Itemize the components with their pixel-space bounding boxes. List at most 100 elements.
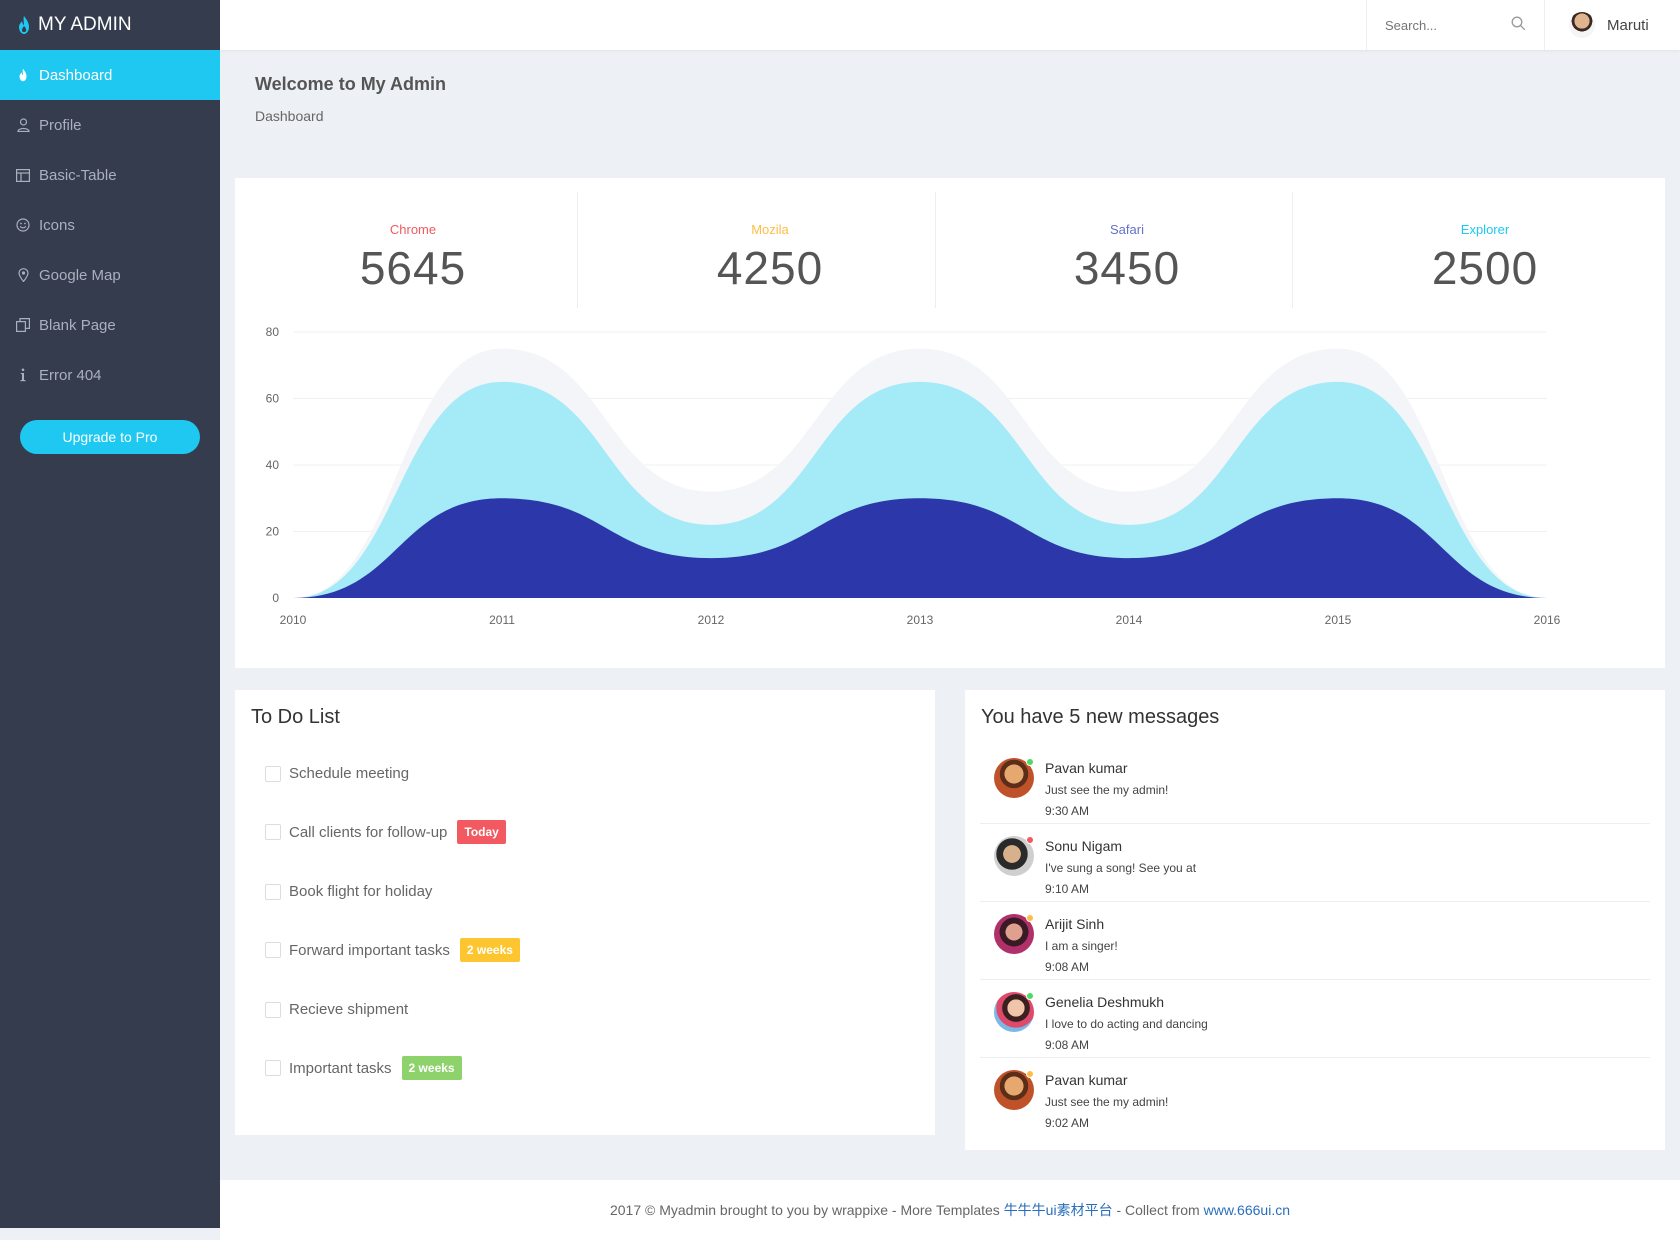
sidebar-item-error-404[interactable]: Error 404 — [0, 350, 220, 400]
area-chart: 0 20 40 60 80 2010 2011 2012 2013 2014 2015 2016 — [266, 325, 1561, 627]
footer-text: - Collect from — [1112, 1202, 1204, 1218]
todo-item: Forward important tasks 2 weeks — [265, 938, 520, 962]
message-time: 9:08 AM — [1045, 1038, 1090, 1052]
todo-label: Forward important tasks — [289, 941, 450, 959]
todo-checkbox[interactable] — [265, 942, 281, 958]
stat-label: Safari — [1110, 222, 1144, 237]
todo-item: Important tasks 2 weeks — [265, 1056, 462, 1080]
sidebar-item-dashboard[interactable]: Dashboard — [0, 50, 220, 100]
footer-text: 2017 © Myadmin brought to you by wrappix… — [609, 1202, 1004, 1218]
brand[interactable]: MY ADMIN — [0, 0, 220, 50]
message-item[interactable]: Arijit Sinh I am a singer! 9:08 AM — [980, 902, 1650, 980]
footer-link-templates[interactable]: 牛牛牛ui素材平台 — [1003, 1202, 1113, 1218]
message-text: I've sung a song! See you at — [1045, 861, 1197, 875]
message-text: Just see the my admin! — [1045, 783, 1169, 797]
todo-item: Recieve shipment — [265, 1001, 408, 1018]
chart-y-tick-label: 40 — [266, 458, 280, 472]
message-time: 9:08 AM — [1045, 960, 1090, 974]
sidebar-item-label: Blank Page — [39, 316, 116, 334]
message-text: Just see the my admin! — [1045, 1095, 1169, 1109]
status-dot — [1026, 914, 1034, 922]
message-sender: Genelia Deshmukh — [1045, 994, 1165, 1010]
info-icon — [16, 368, 30, 382]
todo-label: Recieve shipment — [289, 1001, 409, 1018]
sidebar-item-label: Profile — [39, 116, 82, 134]
sidebar-item-icons[interactable]: Icons — [0, 200, 220, 250]
message-item[interactable]: Pavan kumar Just see the my admin! 9:02 … — [980, 1058, 1650, 1136]
message-text: I am a singer! — [1045, 939, 1118, 953]
chart-y-tick-label: 20 — [266, 525, 280, 539]
todo-badge: 2 weeks — [459, 938, 520, 962]
todo-label: Call clients for follow-up — [289, 823, 448, 841]
sidebar-item-label: Icons — [39, 216, 75, 234]
todo-label: Important tasks — [289, 1059, 392, 1077]
avatar — [1569, 12, 1595, 38]
todo-checkbox[interactable] — [265, 1060, 281, 1076]
status-dot — [1026, 1070, 1034, 1078]
search-icon[interactable] — [1511, 16, 1526, 31]
chart-x-tick-label: 2010 — [280, 613, 307, 627]
stat-label: Mozila — [751, 222, 789, 237]
divider — [1292, 192, 1293, 308]
chart-x-tick-label: 2011 — [489, 613, 515, 627]
status-dot — [1026, 836, 1034, 844]
sidebar: MY ADMIN Dashboard Profile Basic-Table I… — [0, 0, 220, 1228]
user-menu[interactable]: Maruti — [1544, 0, 1680, 50]
todo-item: Book flight for holiday — [265, 883, 432, 900]
todo-checkbox[interactable] — [265, 824, 281, 840]
sidebar-item-google-map[interactable]: Google Map — [0, 250, 220, 300]
todo-label: Book flight for holiday — [289, 883, 433, 900]
chart-y-tick-label: 60 — [266, 392, 280, 406]
chart-y-tick-label: 80 — [266, 325, 280, 339]
brand-name: MY ADMIN — [38, 14, 132, 35]
footer-link-666ui[interactable]: www.666ui.cn — [1203, 1202, 1290, 1218]
flame-icon — [16, 68, 30, 82]
copy-icon — [16, 318, 30, 332]
todo-checkbox[interactable] — [265, 883, 281, 900]
message-sender: Arijit Sinh — [1045, 916, 1105, 932]
footer: 2017 © Myadmin brought to you by wrappix… — [220, 1180, 1680, 1240]
message-time: 9:30 AM — [1045, 804, 1090, 818]
messages-card: You have 5 new messages Pavan kumar Just… — [965, 690, 1665, 1150]
flame-icon — [19, 16, 29, 34]
smiley-icon — [16, 218, 30, 232]
chart-x-tick-label: 2012 — [698, 613, 725, 627]
status-dot — [1026, 758, 1034, 766]
stat-chrome: Chrome 5645 — [235, 192, 591, 308]
sidebar-item-label: Error 404 — [39, 366, 102, 384]
table-icon — [16, 168, 30, 182]
search-input[interactable] — [1385, 17, 1505, 33]
todo-item: Schedule meeting — [265, 765, 409, 782]
message-sender: Pavan kumar — [1045, 1072, 1128, 1088]
message-sender: Sonu Nigam — [1045, 838, 1123, 854]
sidebar-item-label: Dashboard — [39, 66, 113, 84]
map-pin-icon — [16, 268, 30, 282]
message-time: 9:02 AM — [1045, 1116, 1090, 1130]
todo-checkbox[interactable] — [265, 765, 281, 782]
todo-badge: Today — [457, 820, 506, 844]
stat-explorer: Explorer 2500 — [1307, 192, 1663, 308]
stats-chart-card: Chrome 5645 Mozila 4250 Safari 3450 Expl… — [235, 178, 1665, 668]
stat-value: 5645 — [359, 242, 467, 294]
divider — [577, 192, 578, 308]
sidebar-item-blank-page[interactable]: Blank Page — [0, 300, 220, 350]
chart-y-tick-label: 0 — [272, 591, 279, 605]
messages-title: You have 5 new messages — [981, 706, 1220, 728]
todo-card: To Do List Schedule meeting Call clients… — [235, 690, 935, 1135]
todo-checkbox[interactable] — [265, 1001, 281, 1018]
stat-mozila: Mozila 4250 — [592, 192, 948, 308]
message-item[interactable]: Sonu Nigam I've sung a song! See you at … — [980, 824, 1650, 902]
search-box — [1366, 0, 1544, 50]
todo-label: Schedule meeting — [289, 765, 410, 782]
message-item[interactable]: Pavan kumar Just see the my admin! 9:30 … — [980, 746, 1650, 824]
upgrade-to-pro-button[interactable]: Upgrade to Pro — [20, 420, 200, 454]
topbar: Maruti — [220, 0, 1680, 50]
message-item[interactable]: Genelia Deshmukh I love to do acting and… — [980, 980, 1650, 1058]
sidebar-item-basic-table[interactable]: Basic-Table — [0, 150, 220, 200]
stat-label: Explorer — [1460, 222, 1510, 237]
sidebar-item-profile[interactable]: Profile — [0, 100, 220, 150]
todo-title: To Do List — [251, 706, 340, 728]
stat-value: 3450 — [1073, 242, 1181, 294]
stat-value: 4250 — [716, 242, 824, 294]
message-time: 9:10 AM — [1045, 882, 1090, 896]
